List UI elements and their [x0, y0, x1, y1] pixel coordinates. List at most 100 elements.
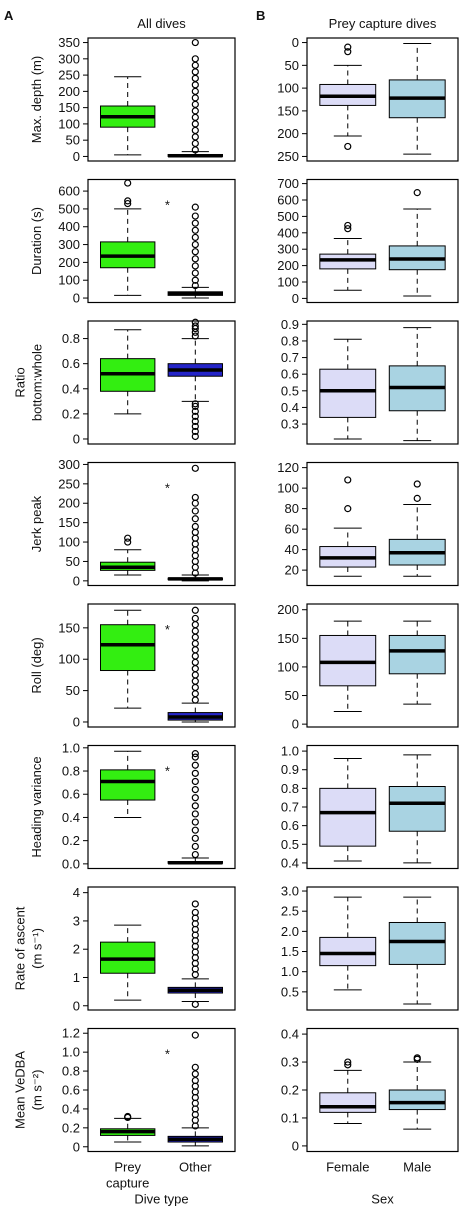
- outlier: [191, 94, 199, 102]
- outlier: [191, 540, 199, 548]
- y-tick-label: 50: [66, 133, 80, 148]
- y-tick-label: 150: [277, 103, 299, 118]
- outlier: [191, 412, 199, 420]
- y-tick-label: 200: [277, 602, 299, 617]
- y-tick-label: 120: [277, 460, 299, 475]
- outlier: [191, 107, 199, 115]
- y-tick-label: 2.0: [281, 924, 299, 939]
- y-tick-label: 100: [58, 535, 80, 550]
- box: [388, 786, 446, 832]
- y-tick-label: 0.8: [281, 333, 299, 348]
- box: [319, 368, 377, 418]
- y-tick-label: 0.1: [281, 1110, 299, 1125]
- box-group: [167, 38, 224, 158]
- outlier: [191, 794, 199, 802]
- plot-frame: [87, 320, 236, 445]
- y-axis-label-group: Roll (deg): [29, 637, 44, 693]
- outlier: [124, 179, 132, 187]
- box-group: [167, 203, 224, 299]
- significance-marker: *: [165, 1047, 170, 1062]
- box-group: [388, 327, 446, 442]
- outlier: [344, 1058, 352, 1066]
- y-axis-label-group: Max. depth (m): [29, 56, 44, 143]
- outlier: [191, 826, 199, 834]
- outlier: [191, 842, 199, 851]
- y-tick-label: 2: [73, 942, 80, 957]
- y-axis-label: Roll (deg): [29, 637, 44, 693]
- box-group: [99, 924, 156, 1001]
- outlier: [191, 417, 199, 426]
- box: [388, 1089, 446, 1111]
- y-tick-label: 100: [58, 116, 80, 131]
- y-tick-label: 50: [285, 688, 299, 703]
- y-tick-label: 0: [73, 573, 80, 588]
- y-axis-label-group: Duration (s): [29, 207, 44, 275]
- y-tick-label: 250: [58, 476, 80, 491]
- y-tick-label: 0: [292, 717, 299, 732]
- outlier: [191, 432, 199, 441]
- outlier: [413, 189, 421, 197]
- outlier: [191, 499, 199, 507]
- box-group: [167, 318, 224, 441]
- box: [99, 624, 156, 672]
- outlier: [191, 546, 199, 554]
- y-tick-label: 0.4: [281, 400, 299, 415]
- outlier: [344, 142, 352, 151]
- box-group: [319, 221, 377, 291]
- outlier: [191, 212, 199, 220]
- y-tick-label: 0.2: [62, 833, 80, 848]
- outlier: [191, 522, 199, 531]
- y-tick-label: 400: [277, 225, 299, 240]
- outlier: [191, 563, 199, 571]
- panel-title: All dives: [137, 16, 186, 31]
- y-tick-label: 3: [73, 913, 80, 928]
- outlier: [124, 538, 132, 546]
- box-group: [99, 179, 156, 296]
- y-axis-label: Heading variance: [29, 756, 44, 857]
- y-tick-label: 0.8: [62, 1064, 80, 1079]
- box-group: [388, 480, 446, 577]
- outlier: [191, 81, 199, 89]
- y-tick-label: 0.8: [281, 781, 299, 796]
- outlier: [191, 126, 199, 135]
- box: [99, 769, 156, 801]
- box: [319, 787, 377, 847]
- y-tick-label: 0.3: [281, 417, 299, 432]
- y-tick-label: 0.8: [62, 764, 80, 779]
- box-group: [388, 42, 446, 155]
- y-tick-label: 0.8: [62, 331, 80, 346]
- y-tick-label: 0: [292, 35, 299, 50]
- y-tick-label: 40: [285, 542, 299, 557]
- y-tick-label: 250: [58, 68, 80, 83]
- outlier: [191, 621, 199, 629]
- outlier: [191, 203, 199, 211]
- y-tick-label: 500: [277, 209, 299, 224]
- outlier: [191, 269, 199, 277]
- outlier: [191, 226, 199, 234]
- box-group: [99, 609, 156, 709]
- outlier: [191, 427, 199, 436]
- outlier: [191, 332, 199, 340]
- y-axis-label-group: Heading variance: [29, 756, 44, 857]
- outlier: [191, 113, 199, 121]
- outlier: [191, 777, 199, 786]
- outlier: [191, 262, 199, 270]
- y-axis-label: Ratio bottom:whole: [13, 344, 45, 421]
- y-tick-label: 1.0: [62, 740, 80, 755]
- y-tick-label: 80: [285, 501, 299, 516]
- outlier: [191, 87, 199, 95]
- outlier: [191, 850, 199, 859]
- y-tick-label: 0: [292, 291, 299, 306]
- outlier: [191, 74, 199, 82]
- y-tick-label: 0.6: [281, 367, 299, 382]
- plot-frame: [87, 744, 236, 870]
- box-group: [319, 620, 377, 713]
- y-tick-label: 300: [58, 457, 80, 472]
- outlier: [191, 834, 199, 842]
- y-tick-label: 1.0: [281, 964, 299, 979]
- box: [319, 1092, 377, 1113]
- box-group: [99, 1112, 156, 1143]
- y-tick-label: 0.7: [281, 350, 299, 365]
- outlier: [191, 761, 199, 769]
